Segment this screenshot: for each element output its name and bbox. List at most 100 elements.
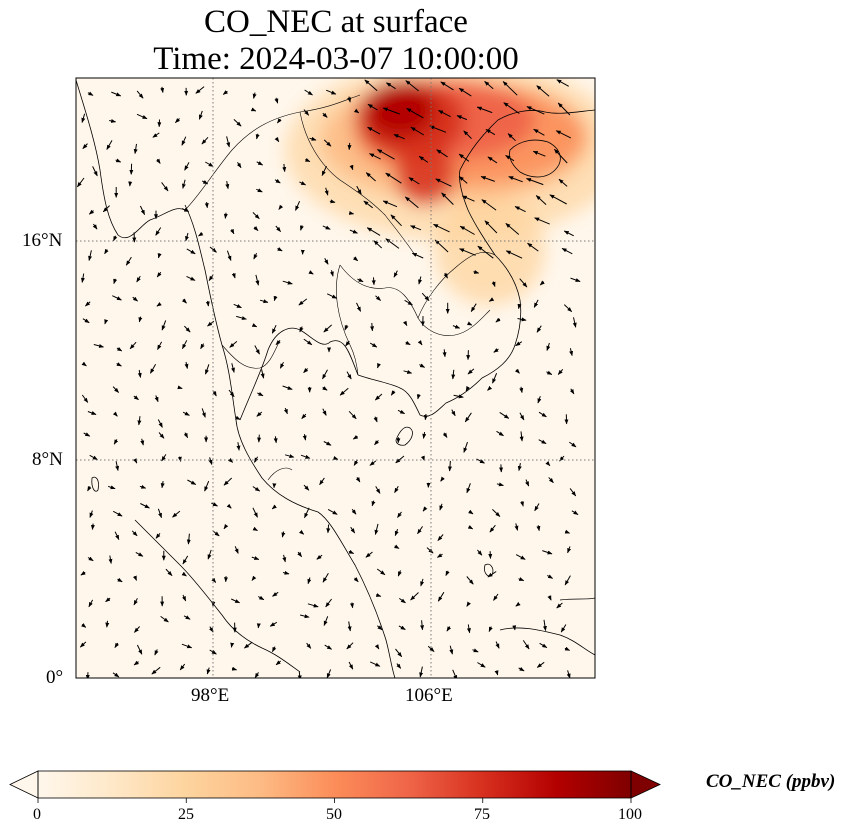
wind-arrow <box>484 81 494 90</box>
wind-arrow <box>183 432 189 439</box>
wind-arrow <box>557 102 571 116</box>
wind-arrow <box>201 136 209 145</box>
wind-arrow <box>418 276 422 285</box>
wind-arrow <box>132 575 137 581</box>
wind-arrow <box>476 106 493 114</box>
wind-arrow <box>250 107 257 112</box>
wind-arrow <box>327 508 338 515</box>
wind-arrow <box>488 626 493 633</box>
wind-arrow <box>105 597 111 603</box>
wind-arrow <box>505 223 520 235</box>
wind-arrow <box>514 368 520 374</box>
wind-arrow <box>519 431 524 442</box>
wind-arrow <box>349 229 358 234</box>
wind-arrow <box>363 200 374 209</box>
wind-arrow <box>157 508 162 519</box>
wind-arrow <box>212 390 217 397</box>
wind-arrow <box>253 226 259 231</box>
wind-arrow <box>254 345 260 355</box>
wind-arrow <box>416 394 421 400</box>
wind-arrow <box>255 133 260 140</box>
wind-arrow <box>466 321 473 326</box>
wind-arrow <box>117 577 123 583</box>
wind-arrow <box>371 500 376 507</box>
wind-arrow <box>446 626 452 632</box>
wind-arrow <box>376 149 395 160</box>
wind-arrow <box>546 370 553 375</box>
wind-arrow <box>275 340 281 346</box>
wind-arrow <box>79 641 87 648</box>
wind-arrow <box>466 624 471 634</box>
map-title-line1: CO_NEC at surface <box>204 4 468 40</box>
wind-arrow <box>325 598 333 608</box>
wind-arrow <box>236 442 241 451</box>
wind-arrow <box>437 534 444 541</box>
lat-tick-8n: 8°N <box>32 449 63 470</box>
wind-vectors <box>77 79 581 678</box>
wind-arrow <box>81 623 87 628</box>
wind-arrow <box>507 133 516 142</box>
wind-arrow <box>385 82 396 90</box>
wind-arrow <box>560 624 567 633</box>
wind-arrow <box>518 577 525 582</box>
colorbar <box>9 770 661 803</box>
wind-arrow <box>133 143 138 155</box>
wind-arrow <box>81 113 86 123</box>
wind-arrow <box>394 485 399 494</box>
wind-arrow <box>390 214 402 227</box>
wind-arrow <box>160 86 165 93</box>
wind-arrow <box>514 206 526 213</box>
wind-arrow <box>365 172 376 182</box>
wind-arrow <box>211 502 218 507</box>
wind-arrow <box>275 225 281 232</box>
wind-arrow <box>205 300 210 307</box>
wind-arrow <box>404 299 413 306</box>
wind-arrow <box>282 163 287 173</box>
wind-arrow <box>571 510 579 516</box>
wind-arrow <box>519 412 525 421</box>
wind-arrow <box>323 139 332 147</box>
wind-arrow <box>109 118 117 123</box>
wind-arrow <box>252 507 258 518</box>
wind-arrow <box>108 555 113 564</box>
wind-arrow <box>417 526 424 535</box>
wind-arrow <box>323 441 332 446</box>
wind-arrow <box>182 555 189 565</box>
wind-arrow <box>505 250 523 259</box>
wind-arrow <box>281 531 286 538</box>
wind-arrow <box>385 238 400 249</box>
wind-arrow <box>251 556 260 560</box>
lat-tick-0: 0° <box>46 667 64 688</box>
wind-arrow <box>165 568 173 576</box>
wind-arrow <box>201 179 209 185</box>
wind-arrow <box>463 441 468 453</box>
wind-arrow <box>369 153 381 160</box>
wind-arrow <box>364 79 378 92</box>
wind-arrow <box>272 591 279 597</box>
wind-arrow <box>382 200 398 208</box>
wind-arrow <box>195 86 205 94</box>
wind-arrow <box>125 256 132 266</box>
wind-arrow <box>105 620 110 628</box>
wind-arrow <box>487 571 497 578</box>
wind-arrow <box>417 340 423 346</box>
wind-arrow <box>139 484 147 489</box>
wind-arrow <box>259 299 269 304</box>
wind-arrow <box>542 550 553 555</box>
wind-arrow <box>356 185 362 195</box>
wind-arrow <box>140 438 145 446</box>
wind-arrow <box>177 456 182 462</box>
wind-arrow <box>133 458 138 464</box>
wind-arrow <box>235 415 241 420</box>
wind-arrow <box>298 298 308 306</box>
wind-arrow <box>427 645 435 652</box>
wind-arrow <box>438 109 451 118</box>
wind-arrow <box>426 547 434 554</box>
wind-arrow <box>394 529 399 537</box>
wind-arrow <box>113 439 119 445</box>
wind-arrow <box>494 670 499 676</box>
wind-arrow <box>207 549 212 560</box>
wind-arrow <box>231 363 235 373</box>
wind-arrow <box>382 107 400 115</box>
wind-arrow <box>535 195 547 205</box>
